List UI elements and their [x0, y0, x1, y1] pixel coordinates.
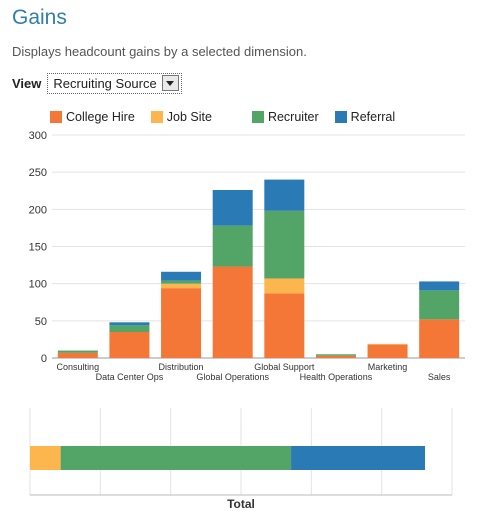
page-subtitle: Displays headcount gains by a selected d… — [12, 44, 307, 59]
bar-health-operations-college-hire — [315, 355, 356, 358]
bar-sales-referral — [419, 281, 460, 291]
bar-marketing-college-hire — [367, 344, 408, 358]
bar-data-center-ops-college-hire — [109, 331, 150, 358]
bar-global-support-referral — [264, 179, 305, 211]
y-tick-label: 250 — [29, 167, 47, 179]
legend-label: Referral — [350, 110, 396, 124]
legend-item-college-hire: College Hire — [50, 110, 135, 124]
view-selector-row: View Recruiting Source — [12, 72, 182, 94]
view-dropdown[interactable]: Recruiting Source — [47, 72, 182, 94]
legend-swatch — [150, 111, 163, 123]
legend-item-recruiter: Recruiter — [251, 110, 319, 124]
bar-sales-college-hire — [419, 319, 460, 358]
bar-global-operations-recruiter — [212, 225, 253, 267]
legend-item-job-site: Job Site — [150, 110, 212, 124]
chart-legend: College Hire Job Site Recruiter Referral — [50, 110, 411, 124]
legend-label: Job Site — [166, 110, 212, 124]
y-tick-label: 300 — [29, 130, 47, 142]
bar-global-operations-referral — [212, 190, 253, 226]
bar-global-support-recruiter — [264, 210, 305, 279]
summary-bar-referral — [291, 446, 425, 470]
page-title: Gains — [12, 6, 67, 29]
y-tick-label: 50 — [35, 316, 47, 328]
bar-sales-recruiter — [419, 290, 460, 320]
legend-swatch — [334, 111, 347, 123]
y-tick-label: 0 — [41, 353, 47, 365]
y-tick-label: 150 — [29, 242, 47, 254]
y-tick-label: 200 — [29, 204, 47, 216]
bar-distribution-recruiter — [161, 280, 202, 284]
bar-consulting-college-hire — [57, 352, 98, 358]
y-tick-label: 100 — [29, 279, 47, 291]
bar-data-center-ops-referral — [109, 322, 150, 326]
legend-label: Recruiter — [267, 110, 319, 124]
x-tick-label: Marketing — [368, 362, 408, 372]
bar-consulting-recruiter — [57, 350, 98, 353]
x-tick-label: Sales — [428, 372, 451, 382]
bar-distribution-college-hire — [161, 288, 202, 358]
view-dropdown-value: Recruiting Source — [53, 75, 157, 91]
x-tick-label: Consulting — [57, 362, 100, 372]
bar-distribution-job-site — [161, 283, 202, 289]
legend-swatch — [251, 111, 264, 123]
summary-bar-recruiter — [60, 446, 292, 470]
legend-swatch — [50, 111, 62, 123]
bar-distribution-referral — [161, 271, 202, 281]
bar-health-operations-recruiter — [315, 354, 356, 356]
bar-global-support-college-hire — [264, 293, 305, 358]
bar-marketing-job-site — [367, 343, 408, 345]
x-tick-label: Global Support — [254, 362, 315, 372]
summary-axis-label: Total — [227, 497, 255, 511]
view-label: View — [12, 75, 42, 91]
bar-global-support-job-site — [264, 278, 305, 294]
x-tick-label: Health Operations — [300, 372, 373, 382]
x-tick-label: Data Center Ops — [96, 372, 164, 382]
legend-label: College Hire — [66, 110, 135, 124]
legend-item-referral: Referral — [334, 110, 396, 124]
bar-data-center-ops-recruiter — [109, 325, 150, 332]
x-tick-label: Global Operations — [196, 372, 269, 382]
x-tick-label: Distribution — [159, 362, 204, 372]
dropdown-arrow-icon[interactable] — [161, 75, 179, 91]
bar-global-operations-college-hire — [212, 266, 253, 358]
summary-bar-job-site — [30, 446, 61, 470]
